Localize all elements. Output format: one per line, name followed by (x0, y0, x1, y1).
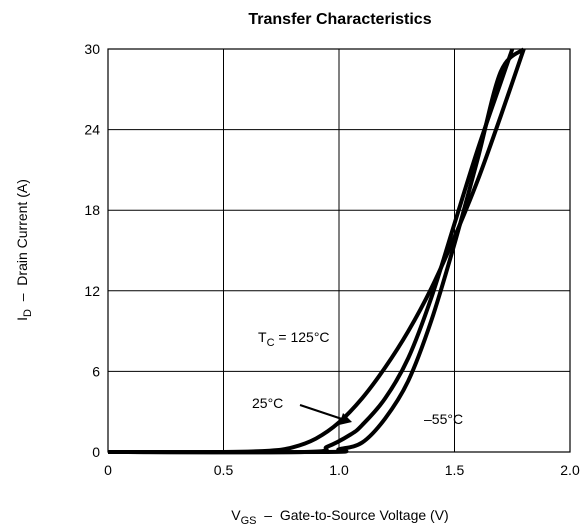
x-tick-label: 0.5 (214, 462, 234, 478)
annotation-25c-arrowhead (339, 413, 352, 425)
x-tick-label: 1.0 (329, 462, 349, 478)
annotation-125c: TC = 125°C (258, 329, 330, 349)
grid-lines (107, 48, 571, 453)
plot-frame (107, 48, 571, 453)
annotation-125c-rest: = 125°C (275, 329, 330, 345)
y-tick-label: 18 (84, 202, 100, 218)
series-line-0 (107, 48, 526, 455)
annotation-25c-arrow-line (299, 404, 343, 420)
y-tick-label: 0 (92, 444, 100, 460)
annotation-m55c: –55°C (424, 411, 463, 427)
x-tick-label: 2.0 (560, 462, 580, 478)
annotation-25c: 25°C (252, 395, 283, 411)
y-axis-label-rest: – Drain Current (A) (14, 179, 30, 309)
y-tick-label: 24 (84, 122, 100, 138)
annotation-125c-main: T (258, 329, 267, 345)
x-tick-labels: 0 0.5 1.0 1.5 2.0 (104, 462, 580, 478)
y-axis-label-subscript: D (22, 309, 34, 317)
series-lines (107, 47, 526, 455)
y-tick-label: 30 (84, 41, 100, 57)
x-axis-label-subscript: GS (241, 515, 257, 527)
y-tick-label: 12 (84, 283, 100, 299)
chart-title: Transfer Characteristics (248, 11, 431, 28)
y-axis-label: ID – Drain Current (A) (14, 179, 34, 321)
x-tick-label: 1.5 (445, 462, 465, 478)
x-axis-label-main: V (231, 507, 241, 523)
y-tick-label: 6 (92, 363, 100, 379)
series-line-2 (107, 47, 526, 455)
x-axis-label: VGS – Gate-to-Source Voltage (V) (231, 507, 448, 527)
y-axis-label-main: I (14, 317, 30, 321)
y-tick-labels: 0 6 12 18 24 30 (84, 41, 100, 460)
x-axis-label-rest: – Gate-to-Source Voltage (V) (257, 507, 449, 523)
x-tick-label: 0 (104, 462, 112, 478)
annotation-125c-subscript: C (267, 337, 275, 349)
